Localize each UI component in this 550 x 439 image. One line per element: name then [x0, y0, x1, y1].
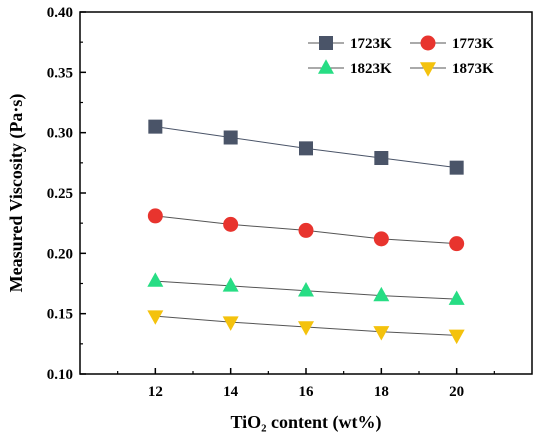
x-tick-label: 12 — [148, 384, 163, 400]
data-point-1873K — [298, 321, 314, 336]
data-point-1823K — [373, 286, 390, 302]
legend-item-1723K: 1723K — [308, 36, 392, 52]
x-tick-label: 16 — [299, 384, 315, 400]
series-markers — [147, 119, 465, 345]
legend-label: 1823K — [350, 61, 392, 77]
y-tick-label: 0.40 — [47, 5, 73, 21]
data-point-1773K — [298, 222, 314, 238]
data-point-1773K — [373, 231, 389, 247]
y-tick-label: 0.10 — [47, 367, 73, 383]
data-point-1823K — [222, 277, 239, 292]
y-tick-label: 0.20 — [47, 246, 73, 262]
axis-ticks: 0.10 0.15 0.20 0.25 0.30 0.35 0.40 12 14 16 18 20 — [47, 5, 495, 400]
legend-label: 1773K — [452, 36, 494, 52]
data-point-1873K — [448, 329, 465, 345]
data-point-1773K — [223, 216, 239, 232]
legend-marker — [318, 59, 334, 74]
data-point-1723K — [148, 119, 163, 134]
legend-item-1773K: 1773K — [410, 35, 494, 52]
x-tick-label: 14 — [223, 384, 239, 400]
data-point-1773K — [147, 208, 163, 224]
legend-marker — [319, 36, 333, 50]
data-point-1723K — [374, 151, 389, 166]
y-tick-label: 0.30 — [47, 126, 73, 142]
y-tick-label: 0.25 — [47, 186, 73, 202]
x-tick-label: 20 — [449, 384, 464, 400]
data-point-1823K — [298, 282, 314, 297]
legend-marker — [420, 62, 436, 77]
legend-item-1823K: 1823K — [308, 59, 392, 77]
data-point-1873K — [147, 310, 164, 325]
data-point-1723K — [223, 130, 238, 145]
x-axis-label: TiO₂ content (wt%) — [230, 412, 381, 433]
data-point-1773K — [449, 236, 465, 252]
data-point-1723K — [299, 141, 313, 156]
data-point-1723K — [449, 160, 464, 175]
legend-item-1873K: 1873K — [410, 61, 494, 77]
legend: 1723K 1773K 1823K 1873K — [308, 35, 494, 77]
y-tick-label: 0.35 — [47, 65, 73, 81]
data-point-1873K — [373, 326, 390, 341]
x-tick-label: 18 — [374, 384, 389, 400]
y-axis-label: Measured Viscosity (Pa·s) — [6, 94, 27, 293]
data-point-1823K — [147, 272, 164, 287]
legend-marker — [420, 35, 436, 51]
y-tick-label: 0.15 — [47, 307, 73, 323]
data-point-1873K — [222, 316, 239, 331]
legend-label: 1873K — [452, 61, 494, 77]
legend-label: 1723K — [350, 36, 392, 52]
data-point-1823K — [448, 290, 465, 305]
